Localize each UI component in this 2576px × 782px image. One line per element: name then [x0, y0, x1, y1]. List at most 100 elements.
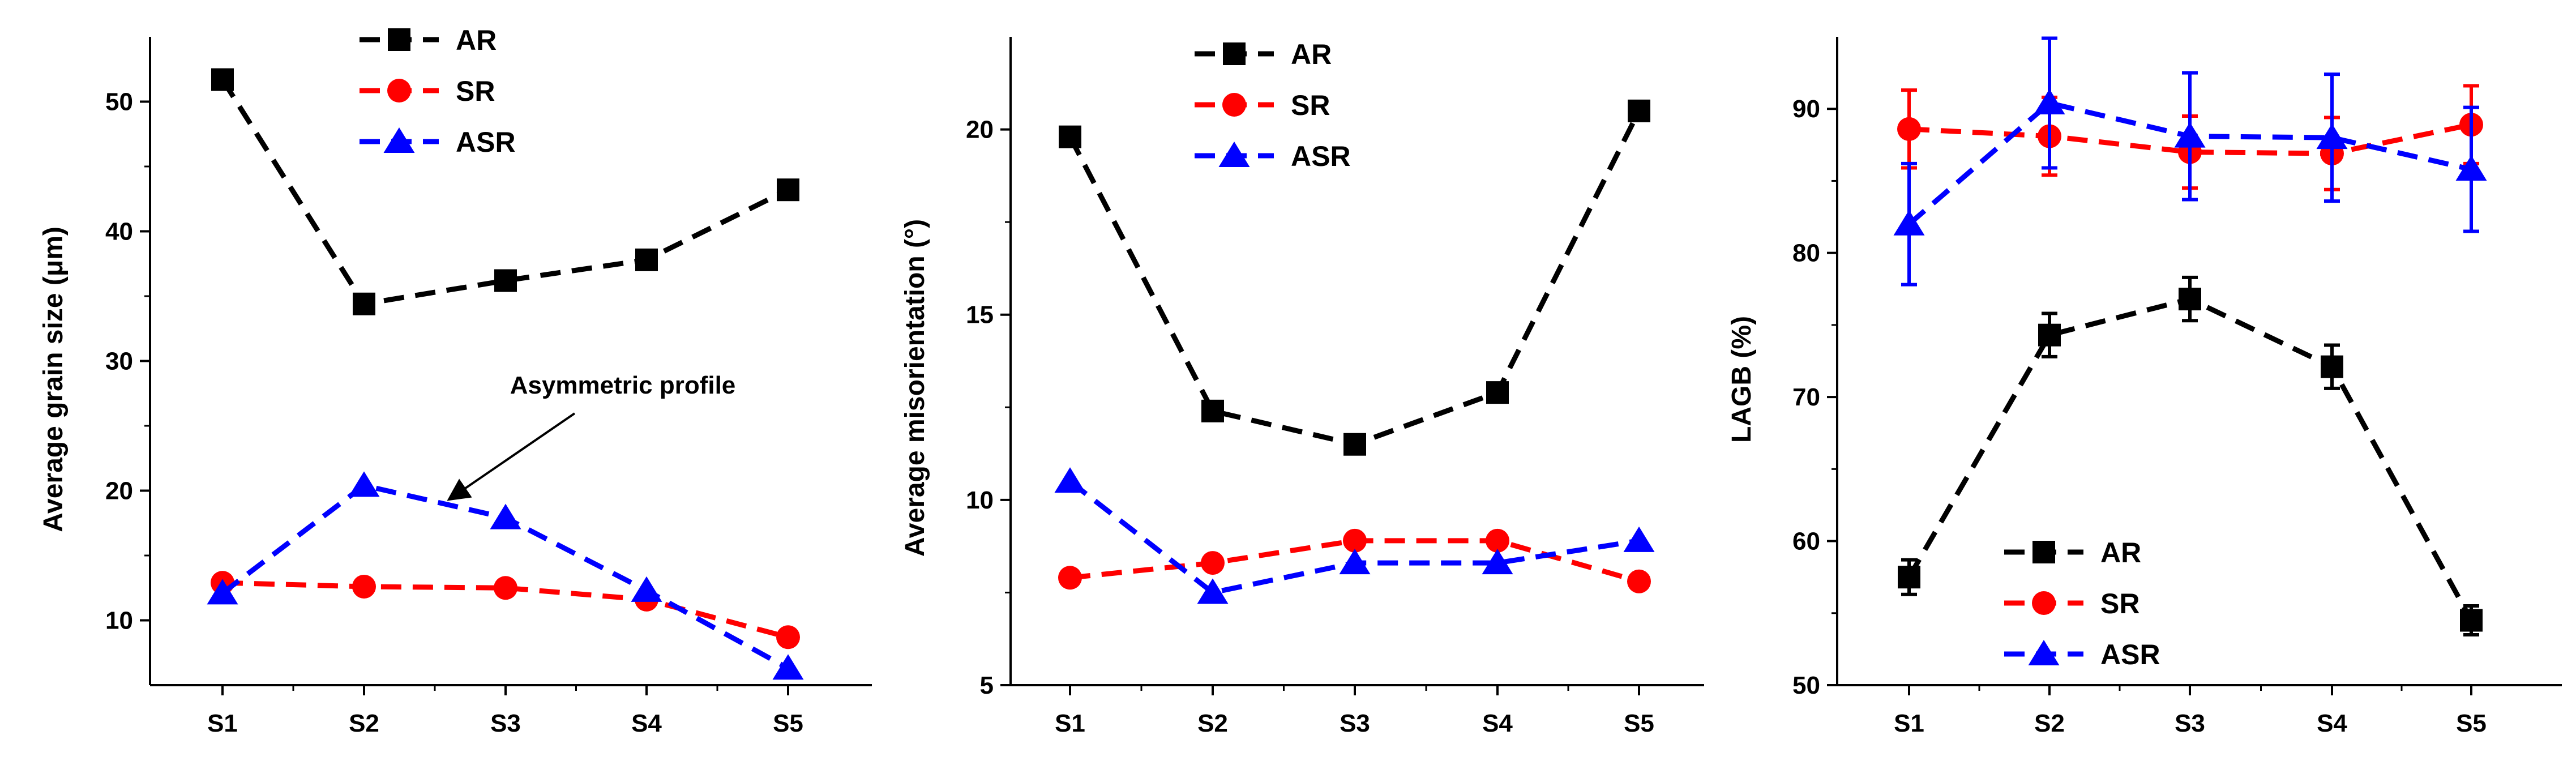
y-tick-label: 20 [105, 477, 133, 505]
x-tick-label: S1 [1055, 710, 1085, 737]
data-point [211, 68, 234, 91]
data-point [777, 178, 799, 202]
x-tick-label: S3 [490, 710, 521, 737]
legend-label: ASR [2100, 639, 2160, 670]
data-point [352, 574, 376, 599]
series-asr [1054, 467, 1655, 604]
data-point [635, 248, 658, 271]
data-point [1623, 526, 1655, 552]
data-point [2460, 609, 2483, 632]
series-ar [211, 68, 799, 315]
data-point [1343, 433, 1366, 456]
data-point [494, 576, 517, 600]
legend-label: AR [2100, 537, 2141, 569]
y-tick-label: 10 [105, 607, 133, 635]
y-tick-label: 80 [1792, 240, 1820, 267]
x-tick-label: S5 [1624, 710, 1654, 737]
legend: AR SR ASR [2004, 537, 2160, 670]
data-point [2038, 323, 2061, 347]
x-tick-label: S2 [349, 710, 379, 737]
data-point [1054, 467, 1086, 493]
data-point [631, 576, 662, 602]
x-tick-label: S3 [2175, 710, 2205, 737]
legend-marker [1223, 42, 1246, 65]
legend-marker [1218, 142, 1250, 167]
legend-label: SR [2100, 588, 2139, 619]
data-point [1339, 549, 1371, 575]
panel-lagb: LAGB (%) 50 60 70 80 90 S1 S2 S3 S4 S5 AR SR ASR [1727, 36, 2562, 737]
x-tick-label: S4 [631, 710, 662, 737]
legend-label: AR [456, 24, 497, 56]
data-point [494, 269, 517, 292]
plot-area: 10 20 30 40 50 S1 S2 S3 S4 S5 AR SR ASR [105, 24, 872, 737]
data-point [1897, 117, 1921, 141]
legend-marker [387, 79, 411, 102]
data-point [776, 625, 800, 649]
x-tick-label: S1 [207, 710, 238, 737]
y-axis-title: Average misorientation (°) [900, 219, 930, 557]
legend-marker [383, 127, 415, 153]
series-sr [211, 571, 800, 649]
data-point [1201, 551, 1225, 575]
y-tick-label: 5 [980, 672, 994, 699]
data-point [1482, 549, 1513, 575]
data-point [1201, 399, 1224, 422]
data-point [207, 579, 238, 605]
y-tick-label: 40 [105, 218, 133, 246]
x-tick-label: S2 [2034, 710, 2065, 737]
y-tick-label: 50 [105, 88, 133, 116]
legend-marker [388, 28, 410, 51]
data-point [1898, 566, 1920, 589]
data-point [1627, 569, 1651, 593]
data-point [2034, 89, 2065, 115]
y-axis-title: LAGB (%) [1727, 316, 1757, 443]
annotation-arrow [447, 412, 576, 501]
panel-grain-size: Average grain size (μm) 10 20 30 40 50 S1 S2 S3… [38, 24, 872, 737]
series-asr [207, 471, 804, 680]
x-tick-label: S5 [2456, 710, 2487, 737]
series-line [1907, 296, 2474, 622]
legend-marker [1222, 93, 1246, 117]
y-tick-label: 20 [966, 116, 994, 144]
data-point [2455, 155, 2487, 181]
data-point [348, 471, 380, 497]
data-point [490, 503, 521, 529]
series-line [1068, 109, 1642, 447]
x-tick-label: S3 [1340, 710, 1370, 737]
data-point [1059, 125, 1081, 148]
y-tick-label: 60 [1792, 528, 1820, 555]
panel-misorientation: Average misorientation (°) 5 10 15 20 S1 S2 S3… [900, 37, 1704, 737]
legend: AR SR ASR [1195, 39, 1351, 172]
legend-label: AR [1291, 39, 1332, 70]
data-point [1486, 381, 1509, 404]
data-point [353, 292, 375, 315]
y-tick-label: 15 [966, 301, 994, 329]
x-tick-label: S2 [1197, 710, 1228, 737]
x-tick-label: S5 [773, 710, 803, 737]
y-tick-label: 70 [1792, 383, 1820, 411]
y-tick-label: 50 [1792, 672, 1820, 699]
data-point [1343, 528, 1367, 553]
legend-marker [2028, 640, 2060, 665]
data-point [772, 654, 804, 680]
x-tick-label: S4 [1482, 710, 1513, 737]
data-point [1486, 528, 1509, 553]
data-point [2316, 123, 2348, 149]
y-tick-label: 90 [1792, 95, 1820, 123]
data-point [2321, 355, 2343, 378]
legend-label: SR [456, 75, 495, 107]
legend-label: ASR [1291, 140, 1351, 172]
data-point [1058, 566, 1082, 590]
data-point [1628, 99, 1650, 122]
plot-area: 50 60 70 80 90 S1 S2 S3 S4 S5 AR SR ASR [1792, 36, 2562, 737]
legend-label: ASR [456, 126, 516, 158]
legend-marker [2032, 541, 2055, 563]
legend: AR SR ASR [360, 24, 516, 158]
series-ar [1898, 275, 2483, 636]
data-point [1197, 578, 1229, 604]
annotation-asymmetric-profile: Asymmetric profile [510, 371, 736, 399]
legend-marker [2032, 591, 2056, 615]
data-point [1893, 210, 1925, 236]
x-tick-label: S1 [1894, 710, 1924, 737]
